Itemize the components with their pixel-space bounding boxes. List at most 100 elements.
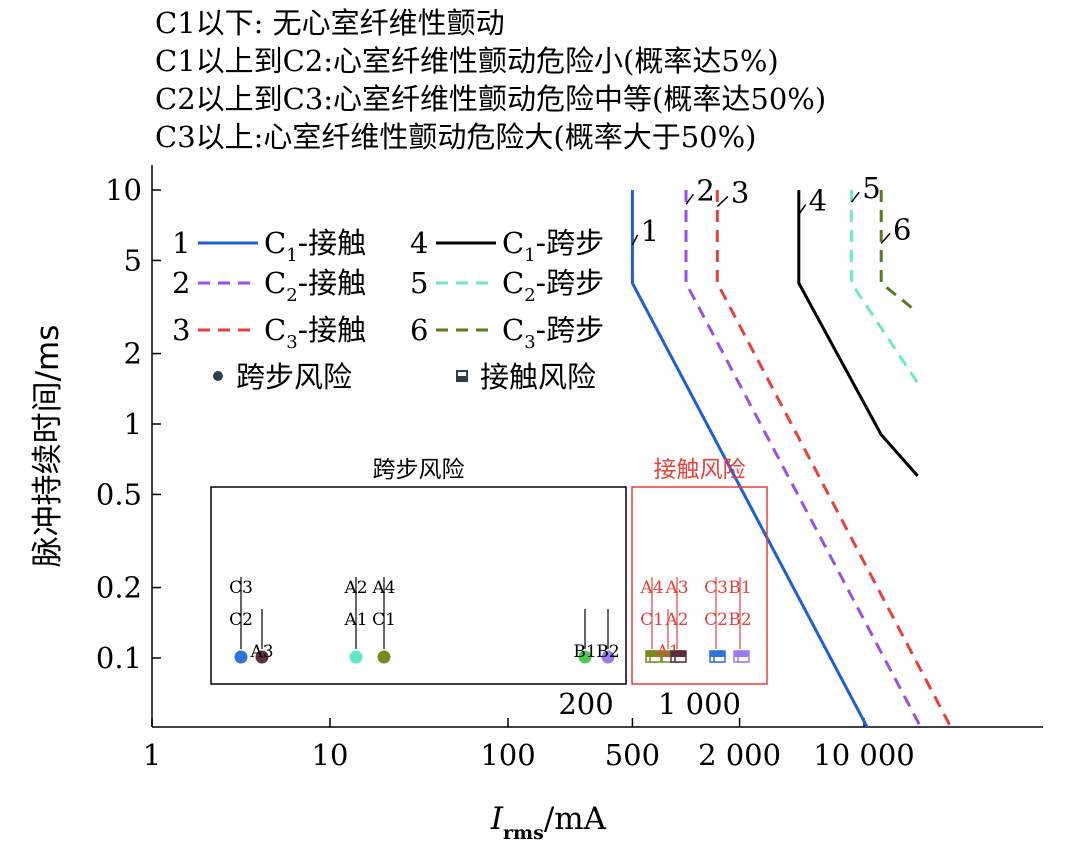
- series-line-1: [630, 190, 869, 727]
- header-line-4: C3以上:心室纤维性颤动危险大(概率大于50%): [155, 120, 757, 154]
- header-line-3: C2以上到C3:心室纤维性颤动危险中等(概率达50%): [155, 82, 827, 116]
- legend-label-part: -跨步: [536, 266, 604, 300]
- legend-label-part: 1: [524, 245, 535, 266]
- inset-label-A2: A2: [343, 578, 367, 598]
- inset-label-B2: B2: [728, 610, 751, 630]
- legend-label-6: C3-跨步: [502, 313, 604, 353]
- inset-label-B1: B1: [728, 578, 751, 598]
- x-tick-label-1: 10: [312, 738, 349, 772]
- inset-point-fill-C1: [650, 651, 661, 657]
- legend-label-part: C: [264, 313, 286, 347]
- inset-label-B2: B2: [596, 642, 619, 662]
- inset-point-fill-B2: [738, 651, 749, 657]
- series-leader-6: [880, 232, 891, 244]
- legend-num-1: 1: [172, 226, 190, 260]
- inset-label-A3: A3: [249, 642, 273, 662]
- legend-label-part: 2: [524, 285, 535, 306]
- inset-point-C3-C2: [234, 650, 248, 664]
- y-tick-label-2: 2: [124, 337, 142, 371]
- inset-label-A3: A3: [664, 578, 688, 598]
- inset-point-fill-C2: [714, 651, 725, 657]
- legend-label-part: C: [264, 226, 286, 260]
- x-axis-label-unit: /mA: [544, 801, 607, 837]
- inset-box-0: [210, 486, 627, 685]
- inset-title-1: 接触风险: [654, 457, 746, 483]
- x-tick-label-0: 1: [143, 738, 161, 772]
- inset-point-A2-A1: [349, 650, 363, 664]
- legend-label-part: 2: [286, 285, 297, 306]
- marker-legend-symbol-0: [213, 371, 223, 381]
- series-label-4: 4: [809, 184, 827, 218]
- inset-label-A4: A4: [371, 578, 395, 598]
- legend-label-part: -跨步: [536, 313, 604, 347]
- inset-title-0: 跨步风险: [373, 457, 465, 483]
- legend-label-part: -接触: [298, 226, 366, 260]
- series-label-5: 5: [862, 171, 880, 205]
- x-tick-label-3: 500: [605, 738, 660, 772]
- legend-label-part: C: [502, 313, 524, 347]
- legend-label-3: C3-接触: [264, 313, 366, 353]
- y-tick-label-4: 0.5: [96, 477, 142, 511]
- inset-label-B1: B1: [573, 642, 596, 662]
- x-axis-label-main: I: [490, 801, 504, 837]
- inset-label-C1: C1: [372, 610, 396, 630]
- legend-label-part: -接触: [298, 313, 366, 347]
- inset-point-B1: [578, 650, 592, 664]
- series-line-6: [879, 190, 919, 314]
- series-group: [630, 190, 953, 727]
- inset-label-A1: A1: [343, 610, 367, 630]
- series-label-2: 2: [696, 173, 714, 207]
- legend-label-part: 3: [286, 332, 297, 353]
- header-line-1: C1以下: 无心室纤维性颤动: [155, 6, 505, 40]
- inset-point-fill-A2: [675, 651, 686, 657]
- x-axis-label: Irms/mA: [490, 801, 607, 844]
- series-leader-4: [798, 204, 807, 215]
- marker-legend-symbol-fill-1: [457, 376, 467, 381]
- legend-label-1: C1-接触: [264, 226, 366, 266]
- series-label-6: 6: [893, 212, 911, 246]
- inset-label-C2: C2: [704, 610, 728, 630]
- series-leader-2: [685, 193, 694, 205]
- inset-label-C2: C2: [229, 610, 253, 630]
- marker-legend-label-0: 跨步风险: [236, 360, 352, 394]
- x-tick-label-5: 10 000: [813, 738, 914, 772]
- inset-label-A2: A2: [664, 610, 688, 630]
- inset-axis-label-0: 200: [558, 687, 613, 721]
- inset-point-fill-A1: [662, 651, 673, 657]
- y-axis-label: 脉冲持续时间/ms: [30, 325, 66, 568]
- inset-point-B2: [601, 650, 615, 664]
- inset-box-1: [631, 486, 768, 685]
- legend-label-part: C: [264, 266, 286, 300]
- marker-legend-label-1: 接触风险: [480, 360, 596, 394]
- inset-point-A3: [255, 650, 269, 664]
- y-tick-label-1: 5: [124, 243, 142, 277]
- series-label-1: 1: [641, 214, 659, 248]
- series-line-2: [684, 190, 923, 727]
- legend-num-4: 4: [410, 226, 428, 260]
- legend-label-part: -跨步: [536, 226, 604, 260]
- legend-label-part: 3: [524, 332, 535, 353]
- series-line-4: [797, 190, 919, 477]
- header-line-2: C1以上到C2:心室纤维性颤动危险小(概率达5%): [155, 44, 779, 78]
- legend-label-part: C: [502, 226, 524, 260]
- y-tick-label-6: 0.1: [96, 641, 142, 675]
- inset-label-C3: C3: [229, 578, 253, 598]
- legend-label-2: C2-接触: [264, 266, 366, 306]
- x-tick-label-2: 100: [480, 738, 535, 772]
- legend-label-4: C1-跨步: [502, 226, 604, 266]
- series-leader-3: [716, 195, 729, 208]
- inset-label-C3: C3: [704, 578, 728, 598]
- inset-label-A4: A4: [639, 578, 663, 598]
- series-leader-5: [850, 191, 860, 203]
- legend-label-part: 1: [286, 245, 297, 266]
- legend-label-part: -接触: [298, 266, 366, 300]
- legend-label-part: C: [502, 266, 524, 300]
- x-axis-label-sub: rms: [503, 822, 544, 844]
- y-tick-label-5: 0.2: [96, 571, 142, 605]
- series-line-3: [715, 190, 953, 727]
- inset-axis-label-1: 1 000: [658, 687, 741, 721]
- x-tick-label-4: 2 000: [698, 738, 781, 772]
- y-tick-label-3: 1: [124, 407, 142, 441]
- legend-num-5: 5: [410, 266, 428, 300]
- legend-num-3: 3: [172, 313, 190, 347]
